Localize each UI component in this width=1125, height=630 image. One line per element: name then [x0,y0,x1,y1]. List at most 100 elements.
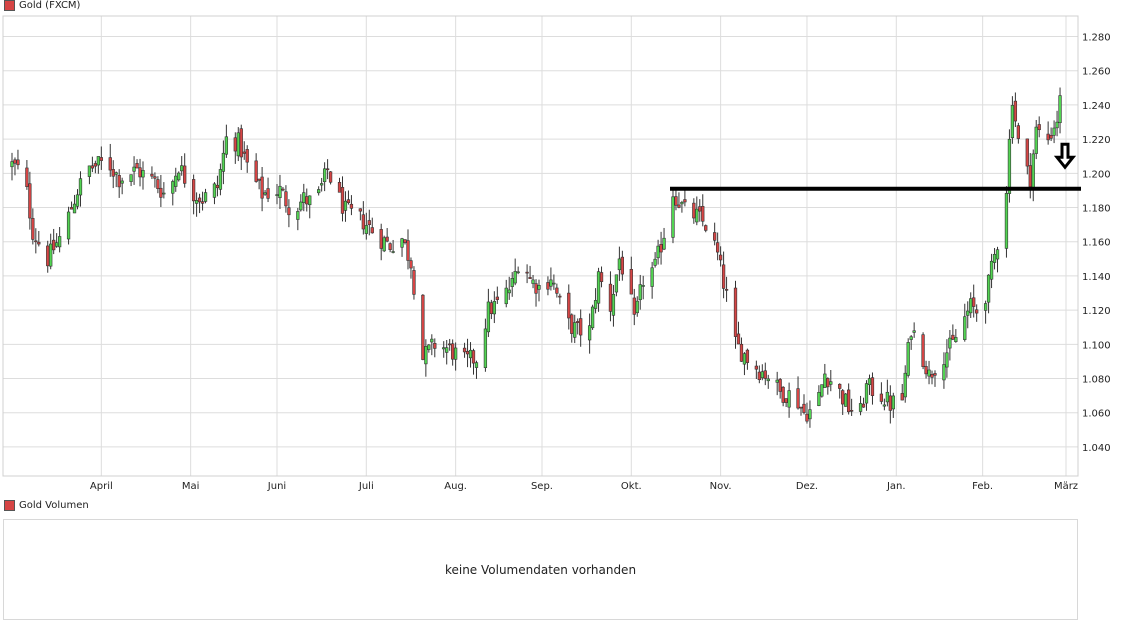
candle-up [400,238,404,248]
candle-up [966,310,970,316]
candle-down [52,239,56,251]
candle-up [927,369,931,377]
candle-up [224,136,229,155]
candle-down [284,191,288,207]
candle-down [763,370,767,379]
x-tick-label: April [90,481,113,492]
candle-down [972,297,976,307]
candle-down [495,296,499,300]
candle-down [451,343,455,360]
candle-up [653,258,657,266]
candle-down [325,168,330,171]
candle-up [531,279,535,284]
candle-down [1046,133,1050,141]
candle-up [829,381,833,385]
candle-down [340,187,345,214]
candle-down [534,283,538,294]
candle-down [677,204,681,208]
candle-down [328,171,333,183]
candle-down [433,342,437,349]
candle-down [28,183,32,219]
candle-down [1037,124,1041,131]
candle-down [701,206,705,222]
candle-up [1055,121,1059,129]
candle-up [942,364,946,381]
candle-up [486,301,491,333]
candle-down [403,239,407,243]
candle-down [358,208,362,212]
y-tick-label: 1.200 [1082,169,1111,180]
candle-up [945,352,949,368]
candle-down [370,227,374,234]
candle-up [954,337,958,342]
candle-down [489,302,494,314]
candle-up [808,409,812,420]
candle-up [177,172,181,181]
candle-up [57,236,62,248]
candle-down [721,264,726,289]
y-tick-label: 1.280 [1082,33,1111,44]
candle-down [546,282,550,290]
candle-up [317,189,321,194]
candle-down [233,137,237,152]
candle-up [611,293,616,316]
x-tick-label: Dez. [796,481,818,492]
candle-down [367,220,371,225]
candle-down [567,292,571,319]
candle-down [870,377,875,396]
candle-up [903,372,907,398]
candle-down [802,403,806,413]
candle-down [1049,134,1053,139]
volume-panel: keine Volumendaten vorhanden [3,519,1078,620]
candle-down [558,295,562,298]
candle-up [1010,105,1015,139]
candle-down [13,159,17,164]
candle-up [948,337,952,349]
candle-down [778,379,782,392]
y-axis: 1.040 1.060 1.080 1.100 1.120 1.140 1.160 1.180… [1082,33,1111,454]
candle-up [483,328,488,368]
candle-down [159,187,163,198]
candle-up [864,383,869,404]
x-tick-label: Feb. [972,481,993,492]
candle-down [108,157,112,171]
candle-down [620,256,625,275]
y-tick-label: 1.180 [1082,204,1111,215]
candle-down [260,176,264,199]
candle-up [641,285,645,287]
candle-down [138,167,142,178]
candle-down [37,241,41,245]
candle-up [299,201,303,211]
candle-up [1007,138,1012,194]
candle-up [382,237,386,252]
legend-swatch [4,0,15,11]
candle-down [921,334,925,367]
candle-up [492,301,496,315]
candle-down [930,374,934,378]
candle-up [617,258,622,271]
candle-down [406,240,410,261]
x-tick-label: Juli [358,481,374,492]
y-tick-label: 1.040 [1082,443,1111,454]
candle-down [69,207,74,210]
y-tick-label: 1.220 [1082,135,1111,146]
candle-up [537,285,541,290]
candle-up [364,225,368,234]
candle-up [212,183,217,198]
candle-up [203,192,208,202]
x-tick-label: Jan. [886,481,906,492]
annotations [670,142,1081,191]
price-chart[interactable]: 1.040 1.060 1.080 1.100 1.120 1.140 1.160 1.180… [0,0,1125,500]
y-tick-label: 1.260 [1082,67,1111,78]
candle-down [257,178,261,181]
y-tick-label: 1.120 [1082,306,1111,317]
candle-down [525,271,529,274]
candle-up [96,156,100,166]
candle-down [266,188,270,199]
candle-up [162,192,166,195]
candle-up [656,245,660,259]
down-arrow-icon [1053,142,1077,170]
candle-up [906,342,910,376]
candle-up [507,289,511,294]
candle-down [718,254,723,261]
